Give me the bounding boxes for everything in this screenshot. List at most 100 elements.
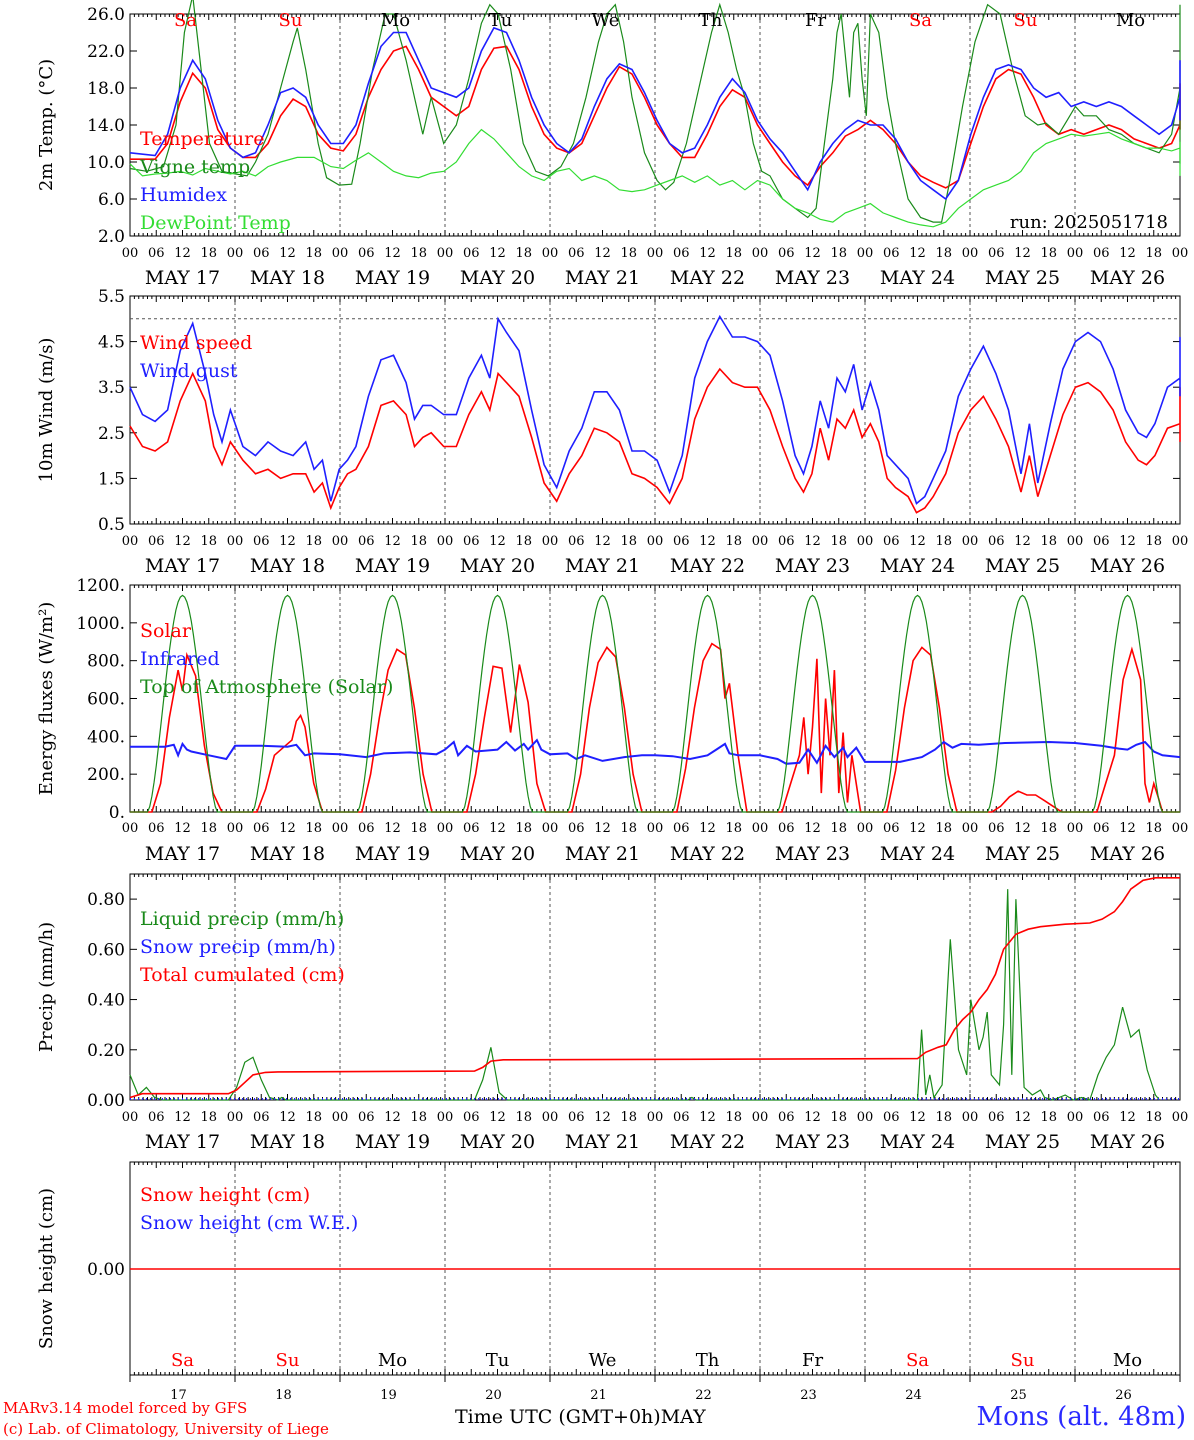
hour-tick-label: 00 (962, 534, 979, 549)
toa-solar-curve (655, 594, 760, 813)
hour-tick-label: 00 (122, 534, 139, 549)
hour-tick-label: 18 (935, 821, 952, 836)
legend-entry: Solar (140, 620, 192, 642)
legend-entry: Wind speed (140, 332, 252, 354)
date-label: MAY 25 (985, 843, 1060, 865)
hour-tick-label: 06 (463, 534, 480, 549)
hour-tick-label: 00 (122, 1110, 139, 1125)
hour-tick-label: 12 (174, 1110, 191, 1125)
hour-tick-label: 12 (804, 1110, 821, 1125)
hour-tick-label: 18 (305, 246, 322, 261)
hour-tick-label: 12 (279, 821, 296, 836)
date-label: MAY 19 (355, 555, 430, 577)
weekday-label: Mo (378, 1350, 407, 1371)
hour-tick-label: 18 (620, 246, 637, 261)
hour-tick-label: 06 (673, 534, 690, 549)
hour-tick-label: 12 (909, 1110, 926, 1125)
date-label: MAY 22 (670, 555, 745, 577)
hour-tick-label: 18 (305, 1110, 322, 1125)
hour-tick-label: 06 (883, 534, 900, 549)
hour-tick-label: 06 (463, 821, 480, 836)
y-tick-label: 1200. (76, 576, 125, 596)
hour-tick-label: 06 (253, 246, 270, 261)
hour-tick-label: 18 (410, 1110, 427, 1125)
y-axis-label: Precip (mm/h) (36, 922, 57, 1052)
weekday-label: Mo (381, 10, 410, 31)
hour-tick-label: 00 (647, 1110, 664, 1125)
day-number-label: 20 (485, 1388, 502, 1403)
hour-tick-label: 18 (1040, 534, 1057, 549)
hour-tick-label: 00 (227, 821, 244, 836)
toa-solar-curve (550, 594, 655, 813)
hour-tick-label: 18 (200, 246, 217, 261)
hour-tick-label: 06 (148, 1110, 165, 1125)
date-label: MAY 22 (670, 843, 745, 865)
hour-tick-label: 00 (752, 1110, 769, 1125)
date-label: MAY 22 (670, 267, 745, 289)
day-number-label: 21 (590, 1388, 607, 1403)
hour-tick-label: 00 (752, 821, 769, 836)
date-label: MAY 17 (145, 555, 220, 577)
hour-tick-label: 00 (1172, 1110, 1189, 1125)
date-label: MAY 23 (775, 555, 850, 577)
date-label: MAY 25 (985, 267, 1060, 289)
hour-tick-label: 00 (1067, 821, 1084, 836)
y-tick-label: 4.5 (98, 333, 125, 353)
hour-tick-label: 06 (358, 1110, 375, 1125)
hour-tick-label: 12 (279, 1110, 296, 1125)
weekday-label: We (589, 1350, 617, 1371)
hour-tick-label: 12 (699, 821, 716, 836)
toa-solar-curve (130, 594, 235, 813)
hour-tick-label: 18 (830, 821, 847, 836)
y-tick-label: 26.0 (87, 5, 125, 25)
hour-tick-label: 18 (620, 534, 637, 549)
hour-tick-label: 18 (935, 534, 952, 549)
hour-tick-label: 00 (1172, 534, 1189, 549)
series-line (130, 738, 1181, 765)
weekday-label: Su (1014, 10, 1038, 31)
hour-tick-label: 12 (279, 534, 296, 549)
hour-tick-label: 06 (988, 821, 1005, 836)
hour-tick-label: 18 (1040, 1110, 1057, 1125)
day-number-label: 24 (905, 1388, 922, 1403)
hour-tick-label: 06 (778, 534, 795, 549)
hour-tick-label: 12 (384, 534, 401, 549)
y-tick-label: 0.60 (87, 940, 125, 960)
series-line (129, 876, 1180, 1099)
y-axis-label: 10m Wind (m/s) (36, 338, 57, 483)
hour-tick-label: 18 (515, 534, 532, 549)
hour-tick-label: 06 (883, 246, 900, 261)
hour-tick-label: 00 (437, 821, 454, 836)
hour-tick-label: 00 (332, 246, 349, 261)
toa-solar-curve (340, 594, 445, 813)
hour-tick-label: 00 (437, 1110, 454, 1125)
date-label: MAY 19 (355, 267, 430, 289)
hour-tick-label: 00 (542, 821, 559, 836)
date-label: MAY 24 (880, 843, 955, 865)
legend-entry: Top of Atmosphere (Solar) (140, 676, 393, 698)
y-tick-label: 0.20 (87, 1041, 125, 1061)
hour-tick-label: 06 (988, 246, 1005, 261)
y-tick-label: 0.00 (87, 1091, 125, 1111)
date-label: MAY 20 (460, 555, 535, 577)
hour-tick-label: 12 (489, 1110, 506, 1125)
toa-solar-curve (970, 594, 1075, 813)
y-tick-label: 1000. (76, 614, 125, 634)
date-label: MAY 24 (880, 267, 955, 289)
series-line (129, 128, 1181, 228)
model-credit: MARv3.14 model forced by GFS (3, 1399, 248, 1417)
y-tick-label: 0.80 (87, 890, 125, 910)
hour-tick-label: 00 (647, 534, 664, 549)
y-tick-label: 600. (87, 690, 125, 710)
hour-tick-label: 18 (1145, 246, 1162, 261)
y-axis-label: Energy fluxes (W/m²) (36, 602, 57, 796)
hour-tick-label: 12 (1119, 246, 1136, 261)
date-label: MAY 18 (250, 555, 325, 577)
hour-tick-label: 00 (647, 246, 664, 261)
hour-tick-label: 12 (1014, 534, 1031, 549)
date-label: MAY 20 (460, 1131, 535, 1153)
date-label: MAY 17 (145, 1131, 220, 1153)
hour-tick-label: 12 (1119, 821, 1136, 836)
hour-tick-label: 06 (148, 534, 165, 549)
hour-tick-label: 18 (200, 1110, 217, 1125)
